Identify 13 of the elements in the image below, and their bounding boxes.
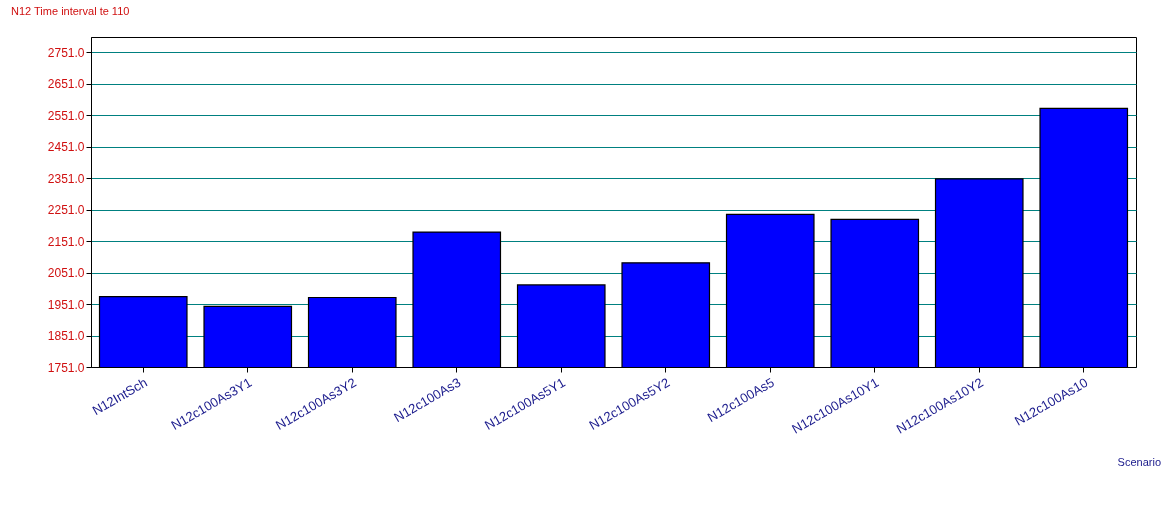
y-tick-label: 2051.0 xyxy=(47,266,85,281)
y-tick-label: 2151.0 xyxy=(47,234,85,249)
x-axis-title: Scenario xyxy=(1117,456,1161,468)
chart-title: N12 Time interval te 110 xyxy=(11,5,130,17)
y-tick-label: 1951.0 xyxy=(47,297,85,312)
y-tick-label: 1851.0 xyxy=(47,329,85,344)
y-tick-label: 2451.0 xyxy=(47,140,85,155)
y-tick-label: 2651.0 xyxy=(47,77,85,92)
y-tick-label: 1751.0 xyxy=(47,360,85,375)
y-tick-label: 2551.0 xyxy=(47,108,85,123)
y-tick-label: 2751.0 xyxy=(47,45,85,60)
y-tick-label: 2251.0 xyxy=(47,203,85,218)
y-tick-label: 2351.0 xyxy=(47,171,85,186)
